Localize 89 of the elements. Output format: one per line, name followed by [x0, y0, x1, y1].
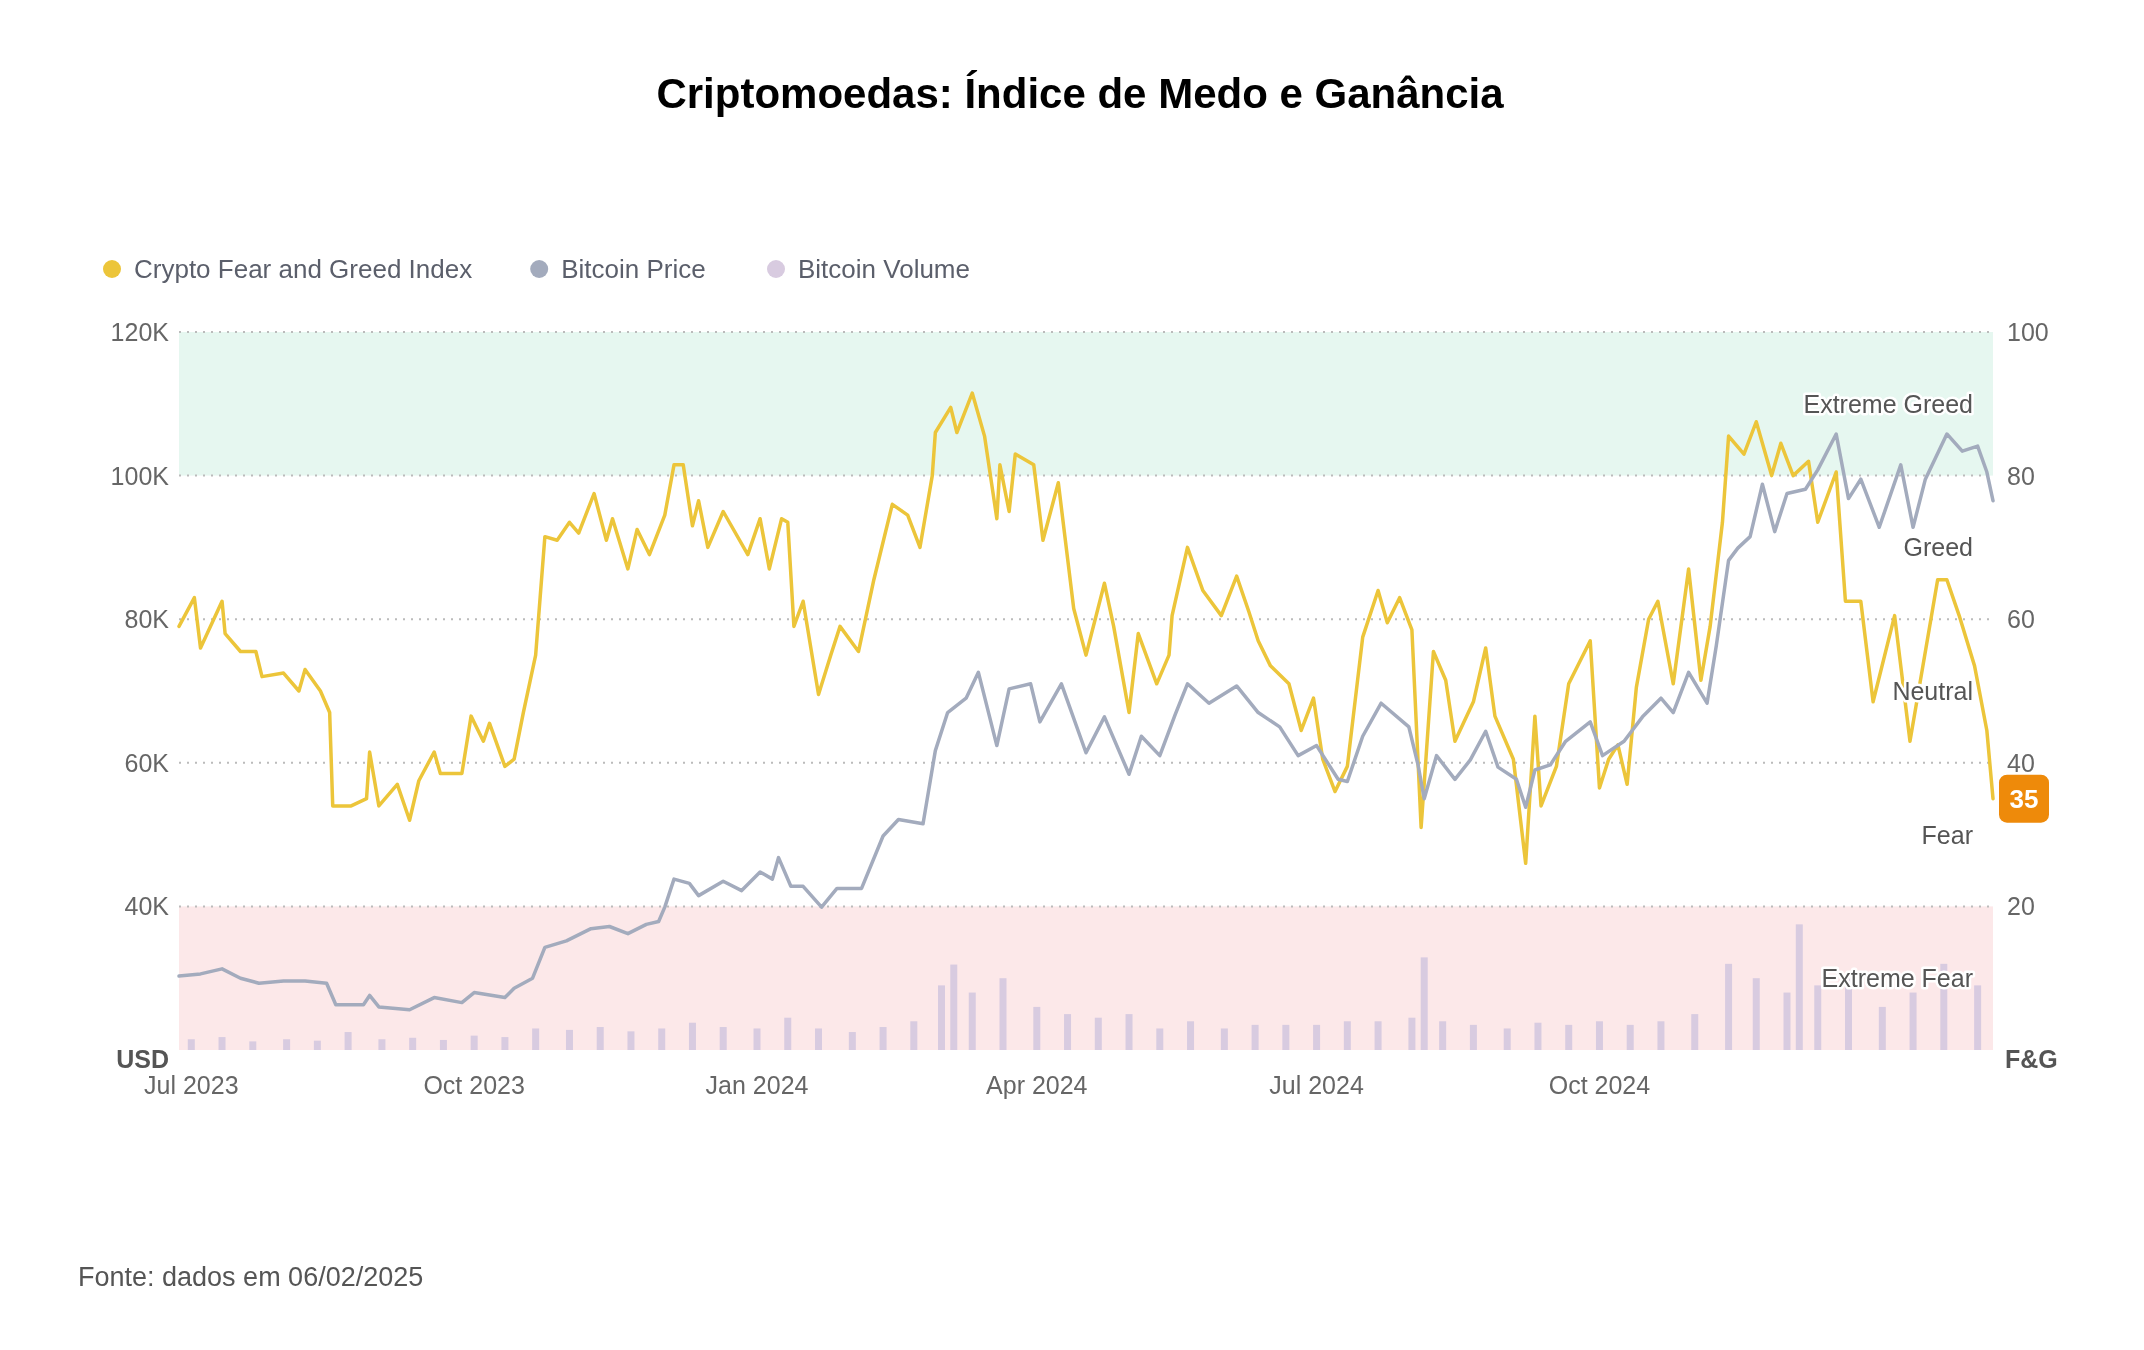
bar: [1251, 1024, 1259, 1050]
y-tick-label: 100K: [110, 461, 170, 490]
bar: [1094, 1017, 1102, 1050]
x-tick-label: Jul 2023: [144, 1071, 239, 1099]
y2-tick-label: 20: [2007, 892, 2035, 921]
bar: [1187, 1021, 1195, 1050]
bar: [1626, 1024, 1634, 1050]
bar: [470, 1035, 478, 1050]
bar: [968, 992, 976, 1050]
bar: [532, 1028, 540, 1050]
bar: [1909, 992, 1917, 1050]
bar: [1783, 992, 1791, 1050]
bar: [1313, 1024, 1321, 1050]
bar: [1725, 963, 1733, 1050]
bar: [283, 1039, 291, 1050]
source-note: Fonte: dados em 06/02/2025: [78, 1262, 424, 1292]
x-tick-label: Apr 2024: [986, 1071, 1088, 1099]
y2-tick-label: 40: [2007, 748, 2035, 777]
y-tick-label: 40K: [124, 892, 170, 921]
bar: [1814, 985, 1822, 1050]
bar: [1691, 1014, 1699, 1050]
bar: [378, 1039, 386, 1050]
x-tick-label: Oct 2024: [1548, 1071, 1651, 1099]
bar: [1565, 1024, 1573, 1050]
bar: [658, 1028, 666, 1050]
bar: [1156, 1028, 1164, 1050]
bar: [688, 1022, 696, 1050]
bar: [187, 1039, 195, 1050]
line-series: [177, 432, 1995, 1012]
bar: [1343, 1021, 1351, 1050]
y-tick-label: 120K: [110, 318, 170, 346]
y2-tick-label: 100: [2007, 318, 2049, 346]
bar: [218, 1037, 226, 1050]
bar: [719, 1027, 727, 1050]
bar: [313, 1040, 321, 1050]
bar: [815, 1028, 823, 1050]
bar: [596, 1027, 604, 1050]
bar: [1282, 1024, 1290, 1050]
bar: [1878, 1006, 1886, 1050]
bar: [409, 1037, 417, 1050]
bar: [1534, 1022, 1542, 1050]
chart-title: Criptomoedas: Índice de Medo e Ganância: [656, 70, 1505, 117]
x-tick-label: Jul 2024: [1269, 1071, 1364, 1099]
legend-label: Bitcoin Volume: [798, 254, 970, 284]
bar: [1752, 978, 1760, 1050]
x-tick-label: Oct 2023: [423, 1071, 525, 1099]
bar: [1439, 1021, 1447, 1050]
bar: [950, 964, 958, 1050]
bar: [879, 1027, 887, 1050]
data-label: 35: [2009, 783, 2039, 814]
bar: [753, 1028, 761, 1050]
bar: [784, 1017, 792, 1050]
bar: [1220, 1028, 1228, 1050]
bar: [501, 1037, 509, 1050]
bar: [1795, 924, 1803, 1050]
y-axis-title: USD: [116, 1045, 169, 1073]
bar: [1595, 1021, 1603, 1050]
legend-label: Bitcoin Price: [561, 254, 706, 284]
bar: [627, 1031, 635, 1050]
bar: [565, 1029, 573, 1050]
bar: [1374, 1021, 1382, 1050]
bar: [999, 978, 1007, 1050]
line-series: [177, 391, 1995, 866]
legend-label: Crypto Fear and Greed Index: [134, 254, 473, 284]
y2-tick-label: 80: [2007, 461, 2035, 490]
bar: [1469, 1024, 1477, 1050]
y2-axis-title: F&G: [2005, 1045, 2058, 1073]
annotation: Greed: [1903, 533, 1973, 562]
bar: [344, 1032, 352, 1050]
bar: [1657, 1021, 1665, 1050]
bar: [848, 1032, 856, 1050]
bar: [1503, 1028, 1511, 1050]
bar: [249, 1041, 257, 1050]
bar: [1408, 1017, 1416, 1050]
y-tick-label: 60K: [124, 748, 170, 777]
y2-tick-label: 60: [2007, 605, 2035, 634]
bar: [938, 985, 945, 1050]
bar: [910, 1021, 918, 1050]
y-tick-label: 80K: [124, 605, 170, 634]
bar: [1033, 1006, 1041, 1050]
bar: [1064, 1014, 1072, 1050]
band-label: Extreme Fear: [1821, 964, 1973, 993]
band-label: Extreme Greed: [1803, 389, 1973, 418]
bar: [1125, 1014, 1133, 1050]
bar: [439, 1039, 447, 1050]
x-tick-label: Jan 2024: [705, 1071, 809, 1099]
bar: [1974, 985, 1982, 1050]
bar: [1420, 957, 1428, 1050]
annotation: Fear: [1921, 820, 1973, 849]
